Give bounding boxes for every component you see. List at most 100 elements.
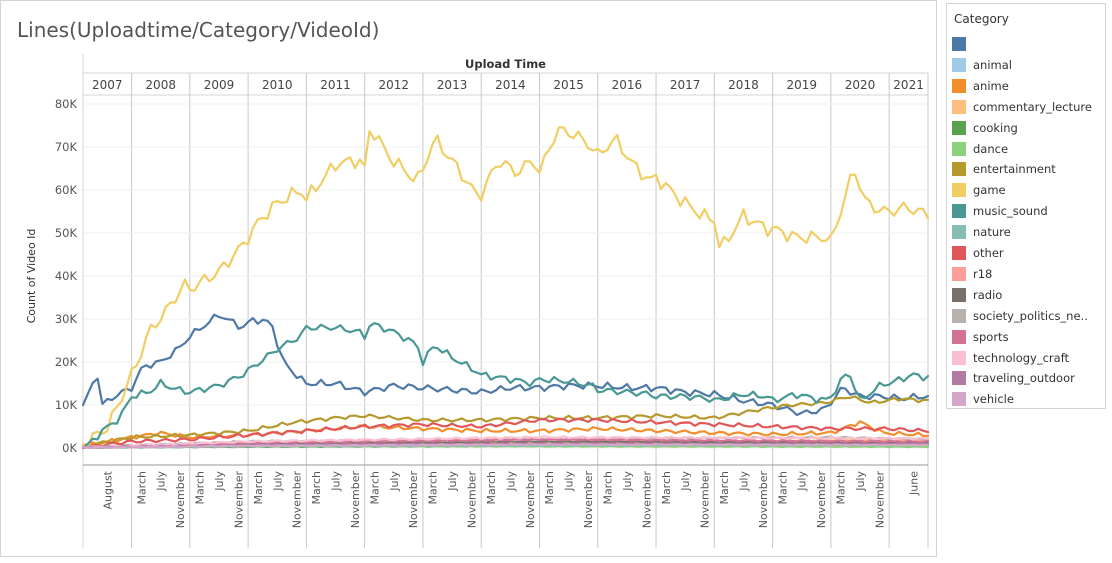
y-tick-label: 30K bbox=[55, 312, 78, 326]
month-tick-label: March bbox=[135, 471, 148, 505]
legend-label: vehicle bbox=[973, 392, 1014, 407]
legend-item[interactable]: nature bbox=[951, 222, 1101, 242]
month-tick-label: July bbox=[388, 471, 401, 492]
y-tick-label: 20K bbox=[55, 355, 78, 369]
year-label: 2014 bbox=[495, 78, 526, 92]
legend-swatch bbox=[952, 371, 966, 386]
month-tick-label: November bbox=[174, 471, 187, 529]
legend-swatch bbox=[952, 329, 966, 344]
legend-item[interactable]: entertainment bbox=[951, 159, 1101, 179]
legend-swatch bbox=[952, 120, 966, 135]
y-tick-label: 70K bbox=[55, 140, 78, 154]
legend-swatch bbox=[952, 99, 966, 114]
legend-item[interactable]: other bbox=[951, 243, 1101, 263]
y-tick-label: 50K bbox=[55, 226, 78, 240]
year-label: 2017 bbox=[670, 78, 701, 92]
month-tick-label: July bbox=[155, 471, 168, 492]
series-line bbox=[81, 443, 930, 450]
legend-item[interactable]: traveling_outdoor bbox=[951, 368, 1101, 388]
series-line bbox=[81, 437, 930, 449]
legend-label: cooking bbox=[973, 120, 1018, 135]
series-line bbox=[81, 313, 930, 417]
legend-item[interactable]: game bbox=[951, 180, 1101, 200]
legend-swatch bbox=[952, 246, 966, 260]
month-tick-label: November bbox=[582, 471, 595, 529]
legend-label: other bbox=[973, 246, 1004, 260]
series-line bbox=[81, 322, 930, 450]
month-tick-label: March bbox=[485, 471, 498, 505]
legend-label: traveling_outdoor bbox=[973, 371, 1075, 386]
year-label: 2010 bbox=[262, 78, 293, 92]
month-tick-label: March bbox=[543, 471, 556, 505]
y-tick-label: 10K bbox=[55, 398, 78, 412]
year-label: 2019 bbox=[786, 78, 817, 92]
month-tick-label: March bbox=[835, 471, 848, 505]
legend-item[interactable]: animal bbox=[951, 55, 1101, 75]
legend-item[interactable]: cooking bbox=[951, 118, 1101, 138]
series-line bbox=[81, 126, 930, 449]
month-tick-label: March bbox=[776, 471, 789, 505]
legend-swatch bbox=[952, 37, 966, 51]
legend-title: Category bbox=[954, 12, 1009, 26]
y-tick-label: 40K bbox=[55, 269, 78, 283]
legend-item[interactable]: technology_craft bbox=[951, 348, 1101, 368]
legend-item[interactable]: r18 bbox=[951, 264, 1101, 284]
legend-item[interactable]: sports bbox=[951, 327, 1101, 347]
legend-item[interactable] bbox=[951, 34, 1101, 54]
line-chart: Upload Time 2007 2008 2009 2010 2011 2012 2013 2… bbox=[25, 54, 930, 548]
month-tick-label: July bbox=[504, 471, 517, 492]
legend-label: music_sound bbox=[973, 204, 1048, 219]
month-tick-label: July bbox=[563, 471, 576, 492]
legend-swatch bbox=[952, 162, 966, 177]
month-tick-label: March bbox=[368, 471, 381, 505]
month-tick-label: November bbox=[524, 471, 537, 529]
y-tick-label: 80K bbox=[55, 97, 78, 111]
year-label: 2013 bbox=[437, 78, 468, 92]
month-tick-label: August bbox=[101, 470, 114, 509]
legend-label: nature bbox=[973, 225, 1011, 240]
chart-title: Lines(Uploadtime/Category/VideoId) bbox=[17, 18, 380, 42]
legend-label: commentary_lecture bbox=[973, 99, 1092, 114]
legend-swatch bbox=[952, 287, 966, 302]
legend-label: game bbox=[973, 183, 1006, 198]
month-tick-label: July bbox=[679, 471, 692, 492]
month-tick-label: March bbox=[310, 471, 323, 505]
month-tick-label: November bbox=[699, 471, 712, 529]
legend-item[interactable]: radio bbox=[951, 285, 1101, 305]
month-tick-label: November bbox=[466, 471, 479, 529]
legend-item[interactable]: anime bbox=[951, 76, 1101, 96]
month-tick-label: November bbox=[291, 471, 304, 529]
legend-label: sports bbox=[973, 329, 1009, 344]
legend-swatch bbox=[952, 141, 966, 156]
month-tick-label: March bbox=[601, 471, 614, 505]
year-label: 2018 bbox=[728, 78, 759, 92]
legend-item[interactable]: music_sound bbox=[951, 201, 1101, 221]
month-tick-label: November bbox=[815, 471, 828, 529]
month-tick-label: November bbox=[349, 471, 362, 529]
year-label: 2009 bbox=[204, 78, 235, 92]
y-tick-label: 0K bbox=[62, 441, 77, 455]
legend-swatch bbox=[952, 57, 966, 72]
legend-item[interactable]: vehicle bbox=[951, 389, 1101, 409]
month-tick-label: July bbox=[446, 471, 459, 492]
year-label: 2016 bbox=[612, 78, 643, 92]
month-tick-label: November bbox=[232, 471, 245, 529]
legend-item[interactable]: society_politics_ne.. bbox=[951, 306, 1101, 326]
legend-swatch bbox=[952, 204, 966, 219]
legend-item[interactable]: dance bbox=[951, 139, 1101, 159]
month-tick-label: March bbox=[252, 471, 265, 505]
month-tick-label: March bbox=[194, 471, 207, 505]
month-tick-label: March bbox=[718, 471, 731, 505]
month-tick-label: November bbox=[640, 471, 653, 529]
legend-item[interactable]: commentary_lecture bbox=[951, 97, 1101, 117]
column-header: Upload Time bbox=[465, 57, 546, 71]
year-label: 2011 bbox=[320, 78, 351, 92]
legend-swatch bbox=[952, 183, 966, 198]
legend-label: technology_craft bbox=[973, 350, 1070, 365]
year-label: 2012 bbox=[379, 78, 410, 92]
legend-label: entertainment bbox=[973, 162, 1056, 177]
month-tick-label: July bbox=[271, 471, 284, 492]
chart-frame: Lines(Uploadtime/Category/VideoId) bbox=[0, 0, 937, 557]
month-tick-label: November bbox=[873, 471, 886, 529]
legend-label: dance bbox=[973, 141, 1009, 156]
